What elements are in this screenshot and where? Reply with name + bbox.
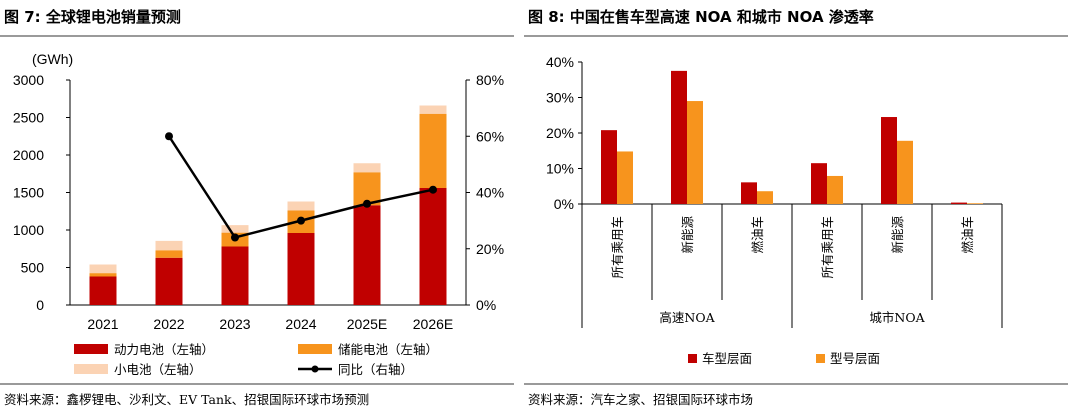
- bar-segment: [155, 257, 183, 305]
- left-y-tick-label: 1500: [13, 185, 44, 201]
- bar-segment: [221, 246, 249, 305]
- legend-label: 型号层面: [830, 351, 880, 366]
- left-y-tick-label: 1000: [13, 222, 44, 238]
- right-y-tick-label: 80%: [476, 72, 504, 88]
- category-label: 所有乘用车: [820, 216, 835, 279]
- left-y-tick-label: 2500: [13, 110, 44, 126]
- x-tick-label: 2026E: [413, 316, 453, 332]
- right-y-tick-label: 60%: [476, 128, 504, 144]
- right-source-note: 资料来源：汽车之家、招银国际环球市场: [528, 392, 754, 407]
- bar-segment: [419, 105, 447, 114]
- bar: [827, 175, 843, 204]
- right-source-rule: [524, 383, 1068, 385]
- bar-segment: [353, 205, 381, 305]
- bar-segment: [155, 250, 183, 258]
- right-chart-y-tick-label: 10%: [546, 161, 574, 177]
- yoy-growth-point: [429, 185, 437, 194]
- right-y-tick-label: 20%: [476, 241, 504, 257]
- right-chart-y-tick-label: 30%: [546, 90, 574, 106]
- yoy-growth-point: [297, 216, 305, 225]
- bar: [741, 182, 757, 204]
- legend-swatch: [816, 354, 825, 363]
- bar: [881, 117, 897, 204]
- bar-segment: [89, 264, 117, 274]
- legend-swatch: [74, 344, 108, 354]
- right-chart-svg: 0% 10% 20% 30% 40% 所有乘用车 新能源 燃油车 所有乘用车 新能源 燃油车高速NO…: [546, 54, 1003, 366]
- left-y-tick-label: 0: [36, 297, 44, 313]
- x-tick-label: 2024: [285, 316, 316, 332]
- group-label: 城市NOA: [869, 310, 925, 325]
- legend-line-marker: [311, 365, 319, 373]
- yoy-growth-point: [165, 132, 173, 141]
- left-source-note: 资料来源：鑫椤锂电、沙利文、EV Tank、招银国际环球市场预测: [4, 392, 370, 407]
- right-y-tick-label: 40%: [476, 185, 504, 201]
- bar: [951, 202, 967, 204]
- bar: [601, 130, 617, 204]
- left-y-tick-label: 500: [21, 260, 45, 276]
- right-chart-title: 图 8: 中国在售车型高速 NOA 和城市 NOA 渗透率: [528, 8, 874, 26]
- right-chart-y-tick-label: 40%: [546, 54, 574, 70]
- category-label: 所有乘用车: [610, 216, 625, 279]
- bar-segment: [287, 233, 315, 305]
- left-chart-title: 图 7: 全球锂电池销量预测: [4, 8, 181, 26]
- category-label: 新能源: [680, 216, 695, 254]
- x-tick-label: 2025E: [347, 316, 387, 332]
- bar: [967, 203, 983, 204]
- group-label: 高速NOA: [659, 310, 715, 325]
- left-chart-svg: (GWh) 0 500 1000 1500 2000 2500 3000 0% 20% 40% 60%…: [13, 51, 504, 377]
- left-chart-panel: 图 7: 全球锂电池销量预测 (GWh) 0 500 1000 1500 2000 2500…: [0, 0, 514, 415]
- legend-swatch: [688, 354, 697, 363]
- bar: [757, 191, 773, 204]
- left-title-rule: [0, 35, 514, 37]
- bar-segment: [89, 273, 117, 277]
- left-source-rule: [0, 383, 514, 385]
- right-chart-y-tick-label: 20%: [546, 125, 574, 141]
- legend-label: 小电池（左轴）: [114, 362, 202, 377]
- x-tick-label: 2022: [153, 316, 184, 332]
- category-label: 燃油车: [750, 216, 765, 254]
- bar: [811, 163, 827, 204]
- legend-swatch: [298, 344, 332, 354]
- legend-label: 动力电池（左轴）: [114, 342, 214, 357]
- category-label: 燃油车: [960, 216, 975, 254]
- left-y-tick-label: 3000: [13, 72, 44, 88]
- bar-segment: [287, 201, 315, 211]
- legend-label: 同比（右轴）: [338, 362, 413, 377]
- yoy-growth-point: [363, 199, 371, 208]
- bar: [687, 101, 703, 204]
- right-chart-panel: 图 8: 中国在售车型高速 NOA 和城市 NOA 渗透率 0% 10% 20% 30…: [524, 0, 1068, 415]
- x-tick-label: 2023: [219, 316, 250, 332]
- x-tick-label: 2021: [87, 316, 118, 332]
- right-chart-y-tick-label: 0%: [554, 196, 574, 212]
- legend-label: 车型层面: [702, 351, 752, 366]
- left-y-tick-label: 2000: [13, 147, 44, 163]
- legend-label: 储能电池（左轴）: [338, 342, 438, 357]
- bar-segment: [419, 188, 447, 305]
- bar: [671, 70, 687, 204]
- legend-swatch: [74, 364, 108, 374]
- bar: [897, 140, 913, 204]
- right-y-tick-label: 0%: [476, 297, 496, 313]
- bar-segment: [89, 276, 117, 305]
- bar-segment: [221, 225, 249, 233]
- right-title-rule: [524, 35, 1068, 37]
- bar-segment: [155, 240, 183, 251]
- bar: [617, 151, 633, 204]
- category-label: 新能源: [890, 216, 905, 254]
- left-unit-label: (GWh): [32, 51, 73, 67]
- bar-segment: [353, 163, 381, 173]
- yoy-growth-point: [231, 233, 239, 242]
- bar-segment: [419, 113, 447, 188]
